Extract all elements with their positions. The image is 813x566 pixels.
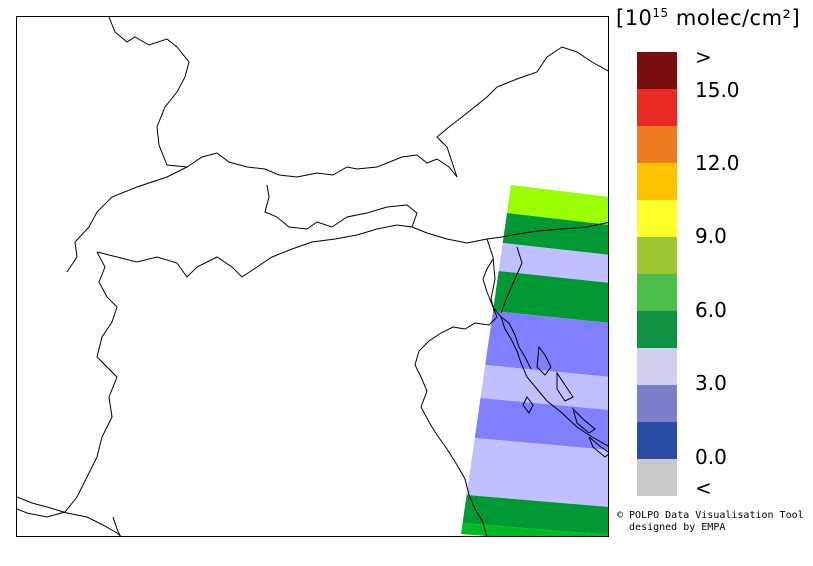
credit-text: © POLPO Data Visualisation Tool designed… [617,510,804,534]
legend-label: 12.0 [695,151,740,175]
legend-swatch [637,348,677,385]
legend-swatch [637,459,677,496]
map-panel [16,16,609,537]
satellite-swath [461,185,608,536]
color-scale-legend [637,52,677,496]
credit-line-2: designed by EMPA [617,522,726,533]
border-line [436,46,608,178]
swath-band [462,495,608,535]
border-line [556,371,574,402]
legend-swatch [637,385,677,422]
legend-swatch [637,237,677,274]
border-line [96,221,608,278]
legend-swatch [637,52,677,89]
legend-swatch [637,311,677,348]
legend-swatch [637,200,677,237]
swath-band [461,523,608,536]
legend-swatch [637,163,677,200]
border-line [536,345,552,376]
legend-swatch [637,126,677,163]
border-line [112,516,121,536]
border-line [17,496,122,536]
legend-swatch [637,274,677,311]
swath-band [480,365,608,410]
swath-band [502,213,608,255]
border-line [492,306,608,447]
border-line [522,396,534,414]
border-line [264,184,418,230]
legend-label: 0.0 [695,445,727,469]
legend-label: 6.0 [695,298,727,322]
border-line [571,407,596,434]
border-line [500,316,532,370]
units-label: [1015 molec/cm²] [616,6,801,30]
legend-label: 3.0 [695,371,727,395]
legend-label: > [695,45,712,69]
border-line [486,238,496,314]
swath-band [466,438,608,507]
map-canvas [17,17,608,536]
swath-band [506,185,608,225]
border-line [17,251,118,518]
credit-line-1: © POLPO Data Visualisation Tool [617,510,804,521]
border-line [66,166,188,273]
country-borders [17,17,608,536]
border-line [108,17,458,178]
border-line [500,246,523,314]
legend-swatch [637,89,677,126]
legend-label: 9.0 [695,224,727,248]
swath-band [498,243,608,283]
legend-label: < [695,476,712,500]
swath-band [492,271,608,323]
border-line [588,436,608,458]
swath-band [485,311,608,377]
legend-label: 15.0 [695,78,740,102]
legend-swatch [637,422,677,459]
